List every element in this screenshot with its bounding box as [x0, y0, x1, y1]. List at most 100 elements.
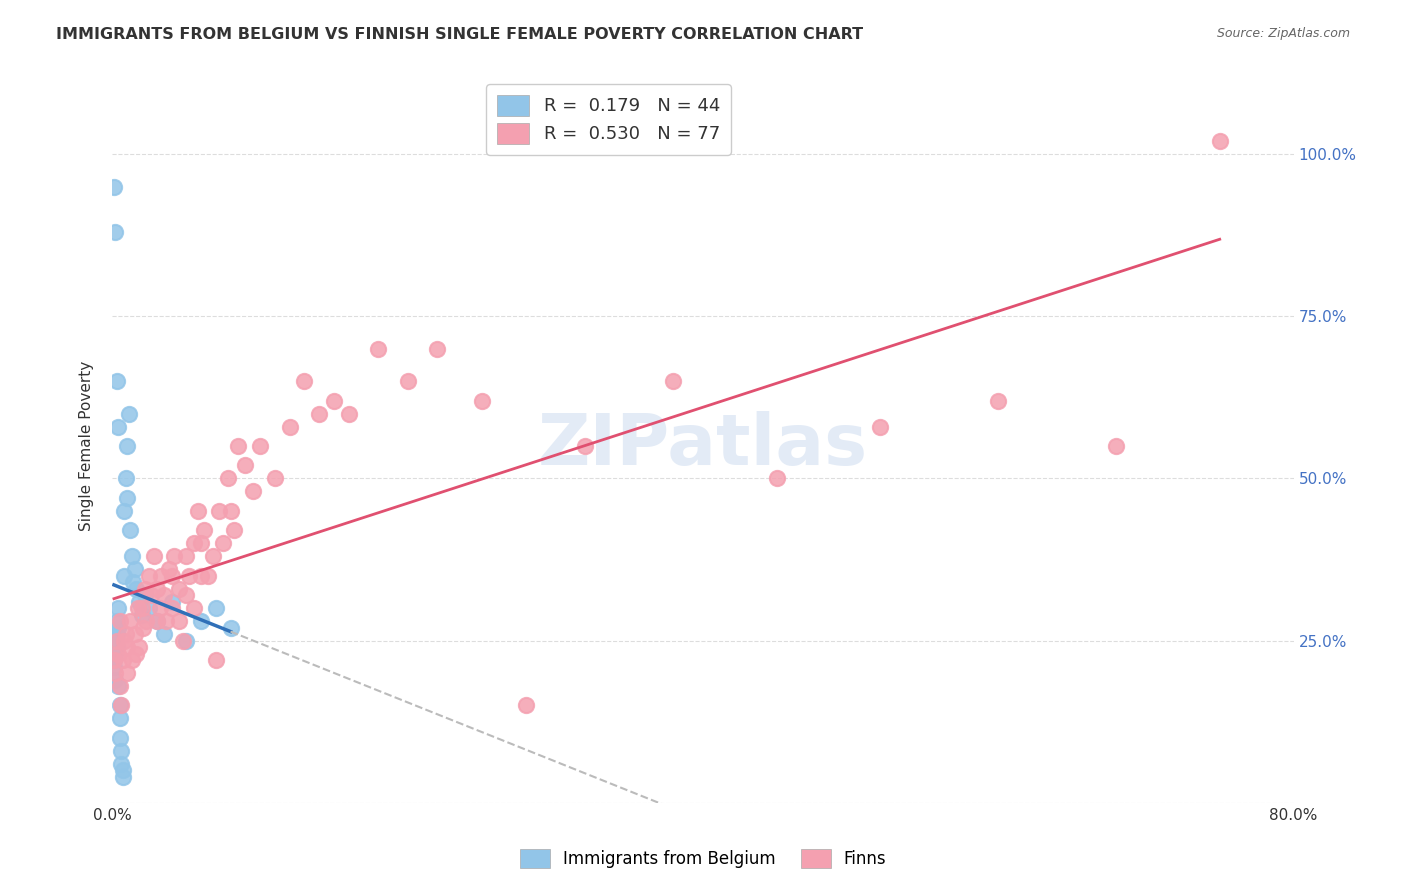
Point [249, 439, 271, 453]
Point [138, 568, 160, 582]
Point [278, 419, 301, 434]
Point [114, 627, 136, 641]
Point [179, 568, 201, 582]
Point [292, 374, 315, 388]
Point [155, 614, 177, 628]
Point [153, 588, 176, 602]
Point [146, 582, 169, 596]
Text: Source: ZipAtlas.com: Source: ZipAtlas.com [1216, 27, 1350, 40]
Point [117, 491, 138, 505]
Text: IMMIGRANTS FROM BELGIUM VS FINNISH SINGLE FEMALE POVERTY CORRELATION CHART: IMMIGRANTS FROM BELGIUM VS FINNISH SINGL… [56, 27, 863, 42]
Point [104, 225, 127, 239]
Point [1105, 439, 1128, 453]
Point [118, 407, 141, 421]
Point [574, 439, 596, 453]
Point [174, 633, 197, 648]
Point [1208, 134, 1232, 148]
Point [111, 770, 134, 784]
Point [190, 614, 212, 628]
Point [110, 744, 132, 758]
Point [107, 419, 129, 434]
Point [128, 640, 150, 654]
Point [107, 679, 129, 693]
Point [172, 633, 194, 648]
Point [201, 549, 224, 564]
Point [987, 393, 1010, 408]
Point [112, 568, 135, 582]
Point [108, 679, 131, 693]
Point [208, 504, 231, 518]
Point [515, 698, 537, 713]
Point [193, 524, 215, 538]
Text: ZIPatlas: ZIPatlas [538, 411, 868, 481]
Point [205, 653, 228, 667]
Point [242, 484, 264, 499]
Point [107, 601, 129, 615]
Point [153, 627, 176, 641]
Point [662, 374, 685, 388]
Point [108, 614, 131, 628]
Point [112, 633, 135, 648]
Point [103, 653, 125, 667]
Point [337, 407, 360, 421]
Point [108, 698, 131, 713]
Point [117, 666, 138, 681]
Point [187, 504, 209, 518]
Point [134, 582, 156, 596]
Point [226, 439, 249, 453]
Point [127, 601, 149, 615]
Point [308, 407, 330, 421]
Point [107, 647, 129, 661]
Point [197, 568, 219, 582]
Point [157, 562, 180, 576]
Point [121, 653, 143, 667]
Point [190, 536, 212, 550]
Point [104, 673, 127, 687]
Point [104, 633, 127, 648]
Point [205, 601, 228, 615]
Point [125, 582, 148, 596]
Point [107, 621, 129, 635]
Point [103, 179, 125, 194]
Point [149, 601, 172, 615]
Point [233, 458, 256, 473]
Point [190, 568, 212, 582]
Point [111, 653, 134, 667]
Point [121, 549, 143, 564]
Point [120, 614, 142, 628]
Point [103, 653, 125, 667]
Point [131, 607, 153, 622]
Point [160, 568, 183, 582]
Point [110, 756, 132, 771]
Point [219, 621, 242, 635]
Point [105, 614, 128, 628]
Point [323, 393, 346, 408]
Point [146, 614, 169, 628]
Point [124, 627, 146, 641]
Point [104, 647, 127, 661]
Point [470, 393, 494, 408]
Point [117, 439, 138, 453]
Point [174, 549, 197, 564]
Point [183, 536, 205, 550]
Point [174, 588, 197, 602]
Point [120, 524, 142, 538]
Point [122, 575, 145, 590]
Point [160, 601, 183, 615]
Point [125, 647, 148, 661]
Point [212, 536, 235, 550]
Point [426, 342, 449, 356]
Point [264, 471, 287, 485]
Point [139, 588, 162, 602]
Point [367, 342, 389, 356]
Point [222, 524, 245, 538]
Point [104, 666, 127, 681]
Point [105, 374, 128, 388]
Point [132, 621, 155, 635]
Point [111, 764, 134, 778]
Legend: Immigrants from Belgium, Finns: Immigrants from Belgium, Finns [513, 842, 893, 875]
Point [105, 633, 128, 648]
Point [183, 601, 205, 615]
Point [108, 711, 131, 725]
Point [138, 601, 160, 615]
